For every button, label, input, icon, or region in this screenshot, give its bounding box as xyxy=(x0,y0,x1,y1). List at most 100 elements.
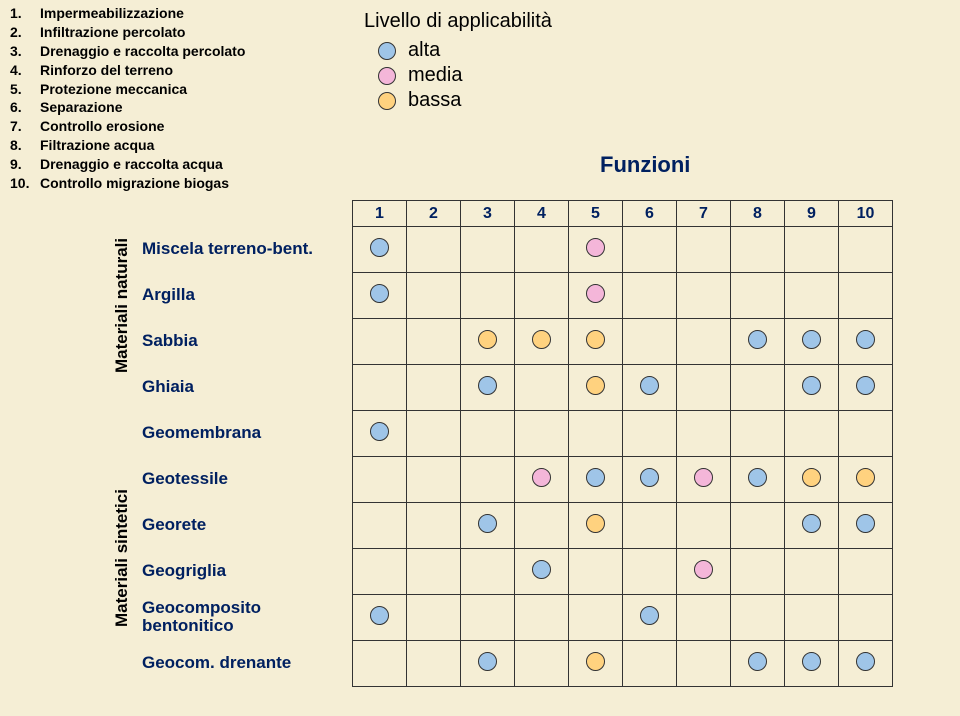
table-row xyxy=(353,641,893,687)
grid-cell xyxy=(731,595,785,641)
grid-cell xyxy=(407,641,461,687)
grid-cell xyxy=(623,503,677,549)
grid-cell xyxy=(569,503,623,549)
function-number: 5. xyxy=(10,80,40,99)
grid-cell xyxy=(569,319,623,365)
function-item: 10.Controllo migrazione biogas xyxy=(10,174,340,193)
function-item: 8.Filtrazione acqua xyxy=(10,136,340,155)
grid-cell xyxy=(569,595,623,641)
grid-cell xyxy=(623,273,677,319)
grid-cell xyxy=(623,549,677,595)
row-label: Geotessile xyxy=(142,456,352,502)
level-alta-icon xyxy=(748,652,767,671)
grid-cell xyxy=(461,641,515,687)
grid-cell xyxy=(515,319,569,365)
grid-cell xyxy=(461,549,515,595)
row-label: Geogriglia xyxy=(142,548,352,594)
function-label: Impermeabilizzazione xyxy=(40,4,184,23)
circle-media-icon xyxy=(378,67,396,85)
grid-cell xyxy=(515,549,569,595)
grid-cell xyxy=(623,457,677,503)
axis-naturali: Materiali naturali xyxy=(112,205,132,405)
level-bassa-icon xyxy=(856,468,875,487)
grid-cell xyxy=(407,595,461,641)
column-header: 2 xyxy=(407,201,461,227)
grid-cell xyxy=(839,319,893,365)
row-label: Geocomposito bentonitico xyxy=(142,594,352,640)
grid-cell xyxy=(731,549,785,595)
level-alta-icon xyxy=(856,330,875,349)
level-bassa-icon xyxy=(532,330,551,349)
grid-cell xyxy=(569,273,623,319)
row-label: Geomembrana xyxy=(142,410,352,456)
function-number: 6. xyxy=(10,98,40,117)
grid-cell xyxy=(461,411,515,457)
function-number: 3. xyxy=(10,42,40,61)
column-header: 3 xyxy=(461,201,515,227)
grid-cell xyxy=(353,595,407,641)
grid-cell xyxy=(353,503,407,549)
function-label: Separazione xyxy=(40,98,122,117)
function-item: 4.Rinforzo del terreno xyxy=(10,61,340,80)
column-header: 7 xyxy=(677,201,731,227)
grid-cell xyxy=(785,273,839,319)
level-alta-icon xyxy=(370,422,389,441)
level-alta-icon xyxy=(478,652,497,671)
function-label: Protezione meccanica xyxy=(40,80,187,99)
function-number: 10. xyxy=(10,174,40,193)
grid-cell xyxy=(353,273,407,319)
function-number: 7. xyxy=(10,117,40,136)
grid-cell xyxy=(623,641,677,687)
level-alta-icon xyxy=(802,514,821,533)
grid-cell xyxy=(677,641,731,687)
circle-alta-icon xyxy=(378,42,396,60)
grid-cell xyxy=(407,411,461,457)
level-media-icon xyxy=(532,468,551,487)
row-label: Ghiaia xyxy=(142,364,352,410)
grid-cell xyxy=(353,319,407,365)
level-media-icon xyxy=(694,560,713,579)
table-row xyxy=(353,457,893,503)
circle-bassa-icon xyxy=(378,92,396,110)
grid-cell xyxy=(677,411,731,457)
grid-cell xyxy=(461,503,515,549)
grid-cell xyxy=(839,411,893,457)
function-item: 2.Infiltrazione percolato xyxy=(10,23,340,42)
level-bassa-icon xyxy=(802,468,821,487)
grid-cell xyxy=(785,641,839,687)
table-row xyxy=(353,595,893,641)
grid-cell xyxy=(677,549,731,595)
function-number: 1. xyxy=(10,4,40,23)
table-row xyxy=(353,273,893,319)
function-item: 1.Impermeabilizzazione xyxy=(10,4,340,23)
level-alta-icon xyxy=(478,376,497,395)
grid-cell xyxy=(407,319,461,365)
applicability-grid: 12345678910 xyxy=(352,200,893,687)
level-alta-icon xyxy=(532,560,551,579)
row-label: Georete xyxy=(142,502,352,548)
grid-cell xyxy=(353,641,407,687)
level-alta-icon xyxy=(856,652,875,671)
grid-cell xyxy=(839,365,893,411)
grid-cell xyxy=(461,457,515,503)
grid-cell xyxy=(515,503,569,549)
grid-cell xyxy=(461,319,515,365)
function-item: 6.Separazione xyxy=(10,98,340,117)
column-header: 5 xyxy=(569,201,623,227)
grid-cell xyxy=(515,227,569,273)
grid-cell xyxy=(785,365,839,411)
column-header: 4 xyxy=(515,201,569,227)
legend-block: Livello di applicabilità alta media bass… xyxy=(340,4,552,193)
table-row xyxy=(353,227,893,273)
row-labels: Miscela terreno-bent.ArgillaSabbiaGhiaia… xyxy=(142,200,352,687)
grid-cell xyxy=(623,365,677,411)
grid-cell xyxy=(731,503,785,549)
legend-bassa: bassa xyxy=(364,89,552,112)
grid-cell xyxy=(839,457,893,503)
grid-cell xyxy=(731,365,785,411)
legend-media: media xyxy=(364,64,552,87)
grid-cell xyxy=(515,457,569,503)
grid-cell xyxy=(407,457,461,503)
function-label: Infiltrazione percolato xyxy=(40,23,185,42)
grid-cell xyxy=(353,227,407,273)
